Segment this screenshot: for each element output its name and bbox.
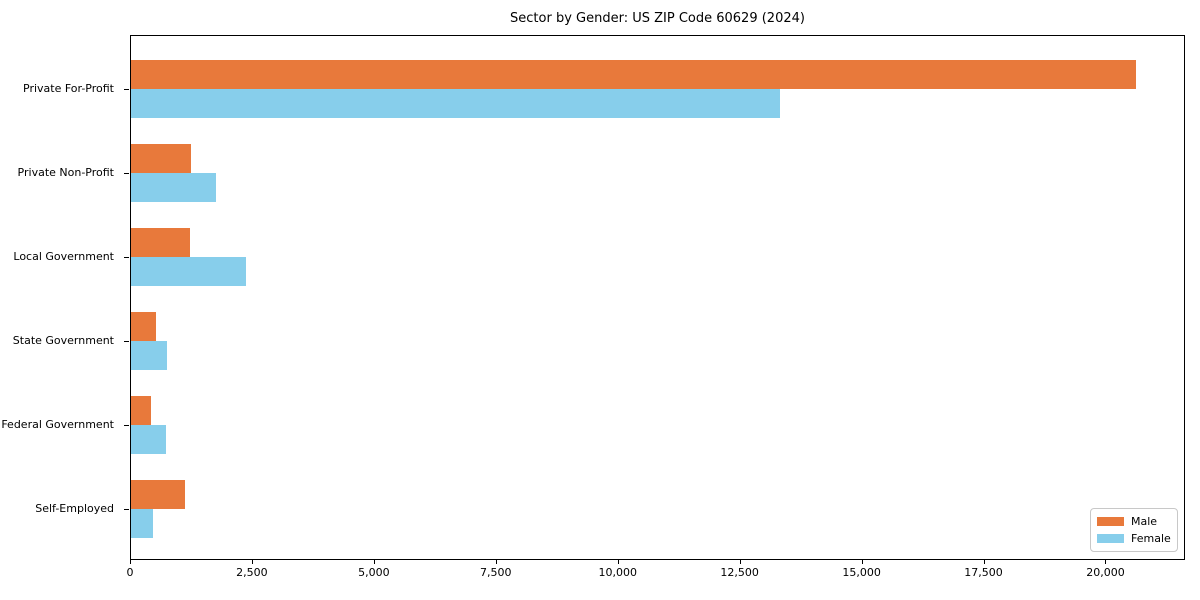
x-axis-tick xyxy=(130,560,131,564)
x-axis-tick-label: 2,500 xyxy=(236,566,268,579)
bar-female-local-government xyxy=(131,257,247,286)
x-axis-tick xyxy=(617,560,619,564)
x-axis-tick xyxy=(251,560,253,564)
x-axis-tick xyxy=(861,560,863,564)
legend: Male Female xyxy=(1090,508,1178,552)
y-axis-tick xyxy=(124,341,129,342)
y-axis-tick xyxy=(124,425,129,426)
bar-male-local-government xyxy=(131,228,191,257)
x-axis-tick xyxy=(373,560,375,564)
legend-entry-female: Female xyxy=(1097,532,1171,545)
x-axis-tick-label: 10,000 xyxy=(598,566,637,579)
bar-female-private-for-profit xyxy=(131,89,780,118)
chart-title: Sector by Gender: US ZIP Code 60629 (202… xyxy=(510,11,805,26)
x-axis-tick-label: 12,500 xyxy=(720,566,759,579)
x-axis-tick xyxy=(739,560,741,564)
x-axis-tick xyxy=(983,560,985,564)
legend-swatch-female xyxy=(1097,534,1124,543)
y-axis-category-label-private-non-profit: Private Non-Profit xyxy=(17,166,114,179)
plot-area xyxy=(130,35,1185,560)
bar-female-private-non-profit xyxy=(131,173,217,202)
legend-label-male: Male xyxy=(1131,515,1158,528)
bar-female-state-government xyxy=(131,341,168,370)
x-axis-tick xyxy=(1105,560,1107,564)
y-axis-category-label-local-government: Local Government xyxy=(13,250,114,263)
bar-female-self-employed xyxy=(131,509,153,538)
y-axis-category-label-private-for-profit: Private For-Profit xyxy=(23,82,114,95)
bar-male-federal-government xyxy=(131,396,151,425)
x-axis-tick-label: 0 xyxy=(126,566,134,579)
y-axis-tick xyxy=(124,509,129,510)
y-axis-category-label-self-employed: Self-Employed xyxy=(35,502,114,515)
bar-male-private-for-profit xyxy=(131,60,1136,89)
bar-male-private-non-profit xyxy=(131,144,191,173)
x-axis-tick xyxy=(495,560,497,564)
bar-male-state-government xyxy=(131,312,156,341)
x-axis-tick-label: 17,500 xyxy=(964,566,1003,579)
legend-entry-male: Male xyxy=(1097,515,1171,528)
x-axis-tick-label: 7,500 xyxy=(480,566,512,579)
y-axis-category-label-state-government: State Government xyxy=(12,334,114,347)
y-axis-tick xyxy=(124,173,129,174)
x-axis-tick-label: 20,000 xyxy=(1086,566,1125,579)
x-axis-tick-label: 15,000 xyxy=(842,566,881,579)
x-axis-tick-label: 5,000 xyxy=(358,566,390,579)
y-axis-tick xyxy=(124,89,129,90)
bar-female-federal-government xyxy=(131,425,167,454)
bar-male-self-employed xyxy=(131,480,186,509)
legend-swatch-male xyxy=(1097,517,1124,526)
y-axis-tick xyxy=(124,257,129,258)
y-axis-category-label-federal-government: Federal Government xyxy=(1,418,114,431)
legend-label-female: Female xyxy=(1131,532,1171,545)
